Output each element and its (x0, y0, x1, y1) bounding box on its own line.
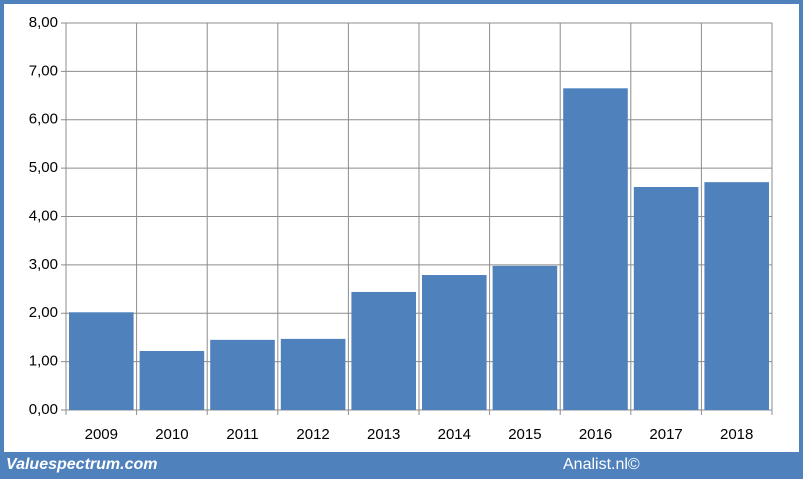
y-tick-label: 2,00 (29, 304, 58, 321)
y-tick-label: 7,00 (29, 62, 58, 79)
x-tick-label: 2017 (649, 426, 682, 443)
y-tick-label: 8,00 (29, 14, 58, 31)
x-tick-label: 2011 (226, 426, 258, 443)
bar (351, 291, 416, 410)
bar (492, 265, 558, 410)
x-tick-label: 2016 (579, 426, 612, 443)
bar (422, 275, 487, 410)
footer-right: Analist.nl© (563, 456, 640, 473)
x-tick-label: 2014 (438, 426, 471, 443)
y-tick-label: 1,00 (29, 353, 58, 370)
bar (704, 182, 769, 410)
bar (210, 339, 275, 410)
y-tick-label: 3,00 (29, 256, 58, 273)
x-tick-label: 2010 (155, 426, 188, 443)
y-tick-label: 4,00 (29, 207, 58, 224)
x-tick-label: 2013 (367, 426, 400, 443)
x-tick-label: 2018 (720, 426, 753, 443)
x-tick-label: 2009 (85, 426, 118, 443)
footer-left: Valuespectrum.com (6, 456, 157, 473)
bar (139, 350, 205, 410)
x-tick-label: 2015 (508, 426, 541, 443)
bar (69, 312, 134, 410)
bar (563, 88, 628, 411)
bar (280, 338, 346, 410)
x-tick-label: 2012 (296, 426, 329, 443)
y-tick-label: 6,00 (29, 111, 58, 128)
y-tick-label: 0,00 (29, 401, 58, 418)
y-tick-label: 5,00 (29, 159, 58, 176)
bar (633, 186, 699, 410)
